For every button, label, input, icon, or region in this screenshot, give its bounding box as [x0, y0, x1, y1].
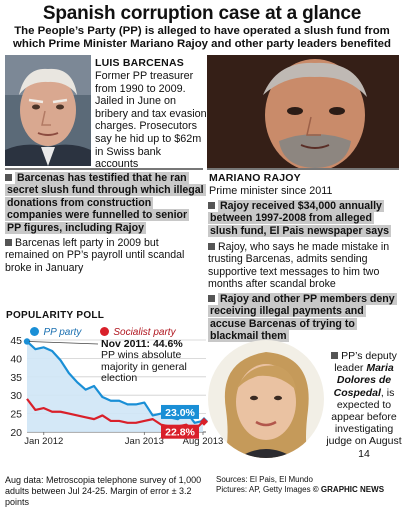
bullet-square-icon: [208, 202, 215, 209]
bullet-square-icon: [208, 243, 215, 250]
x-tick-label: Jan 2013: [125, 436, 164, 446]
rajoy-point-1: Rajoy received $34,000 annually between …: [208, 200, 400, 237]
y-tick-label: 25: [10, 409, 22, 421]
barcenas-name: LUIS BARCENAS: [95, 57, 203, 69]
chart-annotation: Nov 2011: 44.6% PP wins absolute majorit…: [101, 338, 211, 385]
x-tick-label: Jan 2012: [24, 436, 63, 446]
page-title: Spanish corruption case at a glance: [0, 3, 404, 25]
annotation-text: PP wins absolute majority in general ele…: [101, 350, 211, 385]
page-subtitle: The People’s Party (PP) is alleged to ha…: [4, 25, 400, 51]
annotation-leader: [29, 341, 98, 344]
barcenas-bio: Former PP treasurer from 1990 to 2009. J…: [95, 70, 207, 171]
footer-aug-data: Aug data: Metroscopia telephone survey o…: [5, 475, 211, 508]
barcenas-photo: [5, 55, 91, 166]
chart-title: POPULARITY POLL: [6, 310, 104, 321]
barcenas-point-1: Barcenas has testified that he ran secre…: [5, 172, 204, 234]
rajoy-bio: Prime minister since 2011: [209, 185, 399, 198]
bullet-square-icon: [5, 174, 12, 181]
cospedal-caption: PP’s deputy leader Maria Dolores de Cosp…: [326, 350, 402, 460]
y-tick-label: 45: [10, 335, 22, 347]
socialist-end-label: 22.8%: [165, 427, 195, 439]
bullet-square-icon: [208, 295, 215, 302]
section-divider: [207, 168, 399, 170]
rajoy-name: MARIANO RAJOY: [209, 172, 399, 184]
footer-credit: © GRAPHIC NEWS: [313, 485, 384, 494]
pp-end-label: 23.0%: [165, 407, 195, 419]
footer-pictures: Pictures: AP, Getty Images © GRAPHIC NEW…: [216, 485, 402, 495]
y-tick-label: 20: [10, 427, 22, 439]
bullet-square-icon: [5, 239, 12, 246]
y-tick-label: 35: [10, 372, 22, 384]
footer-sources: Sources: El Pais, El Mundo: [216, 475, 402, 485]
cospedal-photo: [208, 340, 324, 458]
y-tick-label: 30: [10, 390, 22, 402]
bullet-square-icon: [331, 352, 338, 359]
barcenas-point-2: Barcenas left party in 2009 but remained…: [5, 237, 201, 274]
section-divider: [5, 168, 203, 170]
rajoy-photo: [207, 55, 399, 168]
rajoy-point-2: Rajoy, who says he made mistake in trust…: [208, 241, 398, 291]
y-tick-label: 40: [10, 353, 22, 365]
